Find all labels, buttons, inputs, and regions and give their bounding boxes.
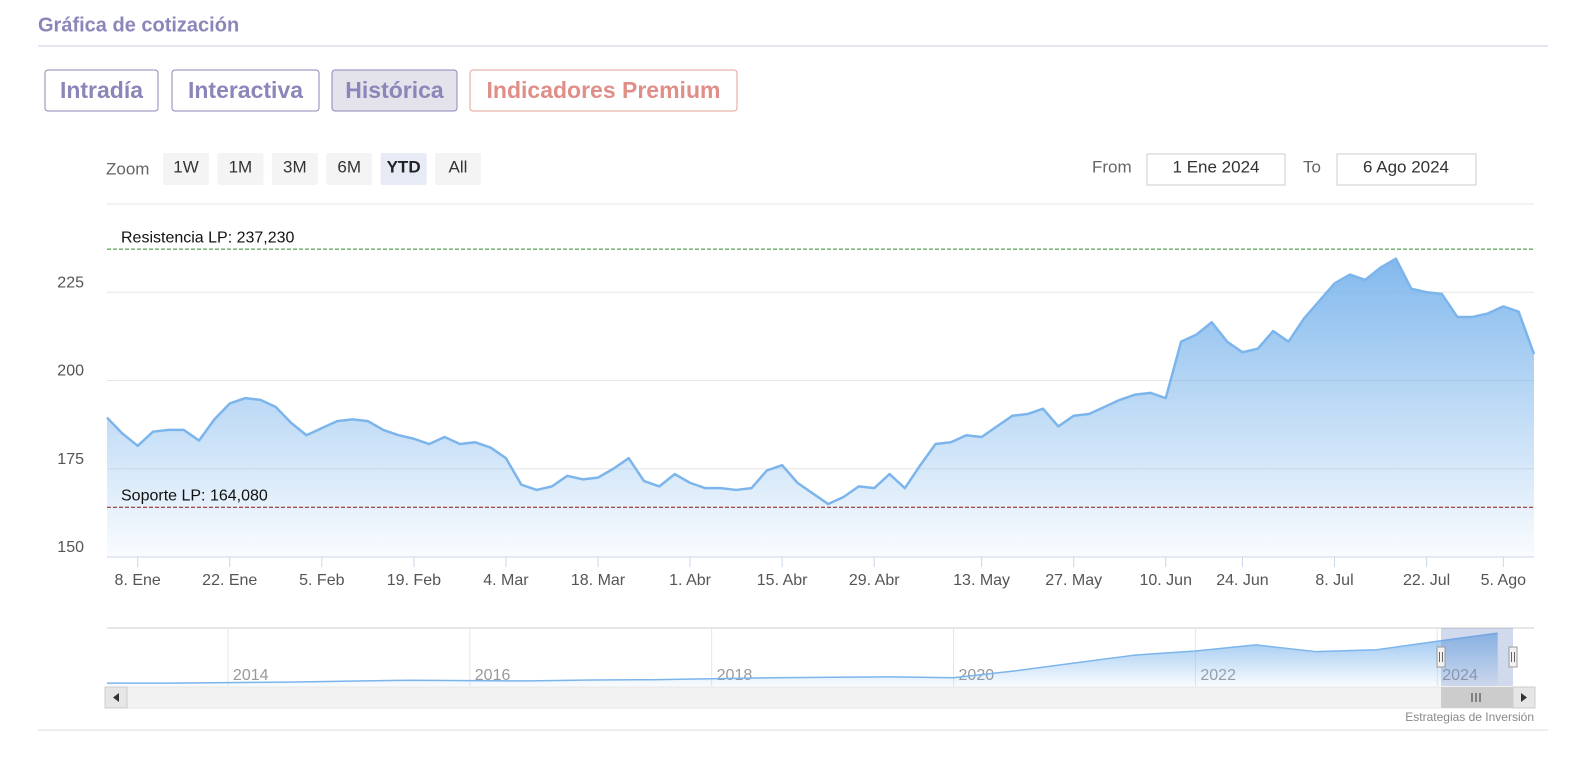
navigator: 201420162018202020222024 (107, 627, 1534, 686)
x-tick-label: 29. Abr (849, 572, 900, 589)
y-tick-label: 150 (57, 539, 84, 556)
plot-area: 150 175 200 225 8. Ene 22. Ene 5. Feb 19. Feb 4.… (57, 229, 1536, 589)
navigator-year-label: 2014 (233, 667, 269, 684)
zoom-button[interactable] (380, 153, 427, 185)
x-tick-label: 8. Jul (1315, 572, 1353, 589)
arrow-left (113, 693, 119, 702)
zoom-button-label: 3M (283, 157, 307, 176)
zoom-bar: Zoom From 1 Ene 2024 To 6 Ago 2024 1W 1M 3… (106, 153, 1477, 186)
zoom-button[interactable] (163, 153, 209, 185)
tab-button[interactable] (44, 69, 159, 112)
zoom-button-label: All (449, 157, 468, 176)
navigator-handle[interactable] (1436, 646, 1446, 668)
zoom-button[interactable] (271, 153, 318, 185)
scrollbar-thumb[interactable] (1441, 687, 1513, 708)
x-tick-label: 24. Jun (1216, 572, 1268, 589)
navigator-handle[interactable] (1508, 646, 1518, 668)
navigator-selection[interactable] (1441, 628, 1513, 686)
x-tick-label: 8. Ene (115, 572, 161, 589)
navigator-year-label: 2016 (475, 667, 511, 684)
tab-button[interactable] (331, 69, 458, 112)
thumb-grip (1471, 693, 1481, 702)
x-tick-label: 4. Mar (483, 572, 529, 589)
section-title: Gráfica de cotización (38, 14, 239, 36)
x-tick-label: 22. Jul (1403, 572, 1450, 589)
zoom-button-label: YTD (387, 157, 421, 176)
tab-button[interactable] (171, 69, 320, 112)
from-input[interactable] (1146, 153, 1286, 186)
price-line (106, 257, 1536, 506)
to-value: 6 Ago 2024 (1363, 157, 1449, 176)
x-tick-label: 27. May (1045, 572, 1102, 589)
to-label: To (1303, 157, 1321, 176)
x-tick-label: 18. Mar (571, 572, 626, 589)
x-tick-label: 1. Abr (669, 572, 711, 589)
tab-label: Interactiva (188, 77, 303, 103)
scrollbar-track[interactable] (104, 686, 1536, 709)
tab-label: Histórica (345, 77, 444, 103)
y-tick-label: 225 (57, 274, 84, 291)
arrow-right (1521, 693, 1527, 702)
to-input[interactable] (1336, 153, 1477, 186)
plot-line-label: Soporte LP: 164,080 (121, 488, 268, 505)
from-value: 1 Ene 2024 (1173, 157, 1260, 176)
tab-label: Intradía (60, 77, 143, 103)
zoom-button-label: 6M (337, 157, 361, 176)
zoom-button-label: 1M (229, 157, 253, 176)
y-tick-label: 175 (57, 451, 84, 468)
navigator-area (107, 633, 1498, 686)
handle-grip (1439, 652, 1443, 662)
x-tick-label: 5. Ago (1481, 572, 1526, 589)
zoom-button[interactable] (326, 153, 373, 185)
x-tick-label: 5. Feb (299, 572, 344, 589)
credit: Estrategias de Inversión (1405, 710, 1534, 724)
tab-label: Indicadores Premium (487, 77, 721, 103)
x-tick-label: 19. Feb (387, 572, 441, 589)
price-area (107, 258, 1534, 557)
tab-button[interactable] (469, 69, 738, 112)
x-tick-label: 13. May (953, 572, 1010, 589)
handle-grip (1511, 652, 1515, 662)
x-tick-label: 15. Abr (757, 572, 808, 589)
zoom-button-label: 1W (173, 157, 199, 176)
scrollbar (104, 686, 1536, 709)
x-tick-label: 22. Ene (202, 572, 257, 589)
zoom-button[interactable] (435, 153, 481, 185)
zoom-label: Zoom (106, 159, 149, 178)
navigator-line (107, 632, 1498, 684)
x-tick-label: 10. Jun (1139, 572, 1191, 589)
zoom-button[interactable] (217, 153, 264, 185)
from-label: From (1092, 157, 1132, 176)
tab-bar: Intradía Interactiva Histórica Indicadores … (44, 69, 738, 112)
plot-line-label: Resistencia LP: 237,230 (121, 229, 295, 246)
y-tick-label: 200 (57, 363, 84, 380)
